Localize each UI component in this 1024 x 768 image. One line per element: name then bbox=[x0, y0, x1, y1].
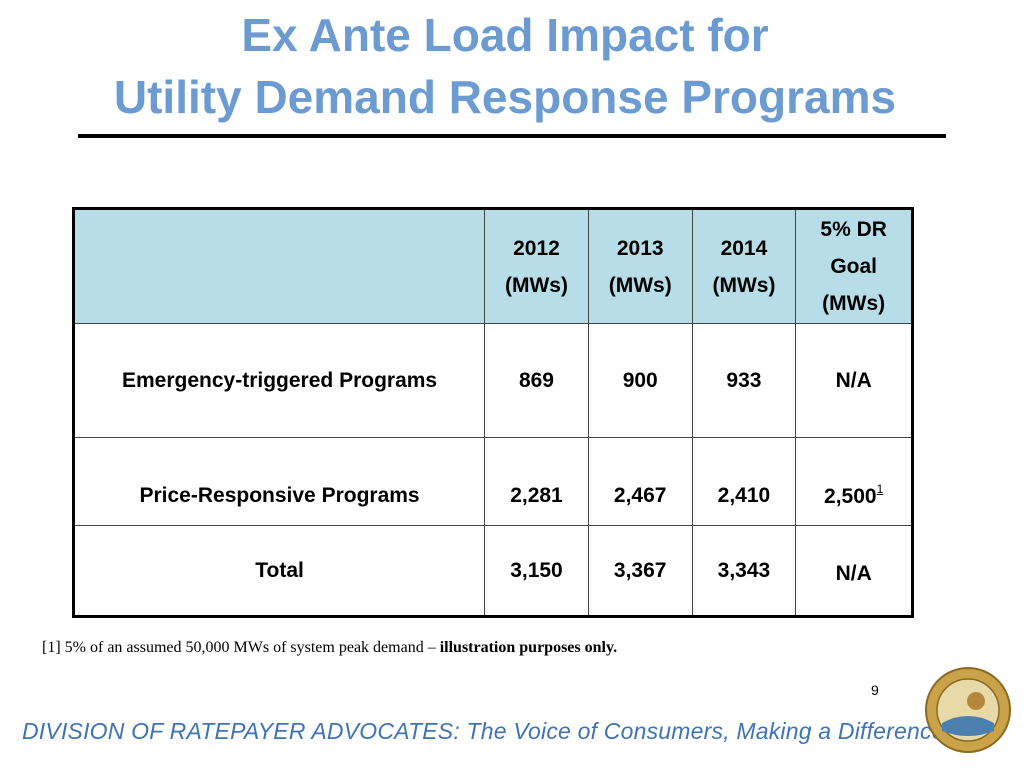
header-cell: 5% DR Goal (MWs) bbox=[795, 208, 913, 324]
header-text: (MWs) bbox=[608, 273, 672, 297]
table-cell: N/A bbox=[795, 323, 913, 438]
header-text: 2013 bbox=[616, 236, 664, 260]
cell-value: 3,343 bbox=[717, 558, 771, 582]
header-text: (MWs) bbox=[504, 273, 568, 297]
footer-tagline: DIVISION OF RATEPAYER ADVOCATES: The Voi… bbox=[22, 718, 952, 744]
header-cell: 2014 (MWs) bbox=[691, 208, 797, 324]
table-row: Emergency-triggered Programs 869 900 933 N/A bbox=[72, 323, 913, 438]
title-line: Utility Demand Response Programs bbox=[113, 71, 897, 123]
seal-logo bbox=[925, 667, 1011, 753]
row-label: Total bbox=[72, 525, 486, 617]
cell-value: 2,410 bbox=[717, 483, 771, 507]
cell-value: 2,467 bbox=[613, 483, 667, 507]
header-row: 2012 (MWs) 2013 (MWs) 2014 (MWs) 5% DR Goal (MWs… bbox=[72, 208, 913, 324]
page-number: 9 bbox=[871, 682, 879, 698]
table-cell: 2,281 bbox=[484, 437, 589, 526]
table-cell: 2,5001 bbox=[795, 437, 913, 526]
header-text: (MWs) bbox=[822, 292, 886, 315]
table-cell: 3,343 bbox=[691, 525, 797, 617]
cell-value: N/A bbox=[835, 562, 872, 585]
table-row: Price-Responsive Programs 2,281 2,467 2,410… bbox=[72, 437, 913, 526]
table-cell: 2,410 bbox=[691, 437, 797, 526]
footnote-emphasis: illustration purposes only. bbox=[439, 639, 618, 656]
header-text: 5% DR bbox=[820, 218, 887, 241]
cell-value: 869 bbox=[518, 368, 554, 392]
table-cell: 900 bbox=[587, 323, 693, 438]
table-cell: 2,467 bbox=[587, 437, 693, 526]
cell-value: 900 bbox=[622, 368, 658, 392]
cell-value: 2,281 bbox=[510, 483, 563, 507]
header-text: (MWs) bbox=[712, 273, 776, 297]
table-row: Total 3,150 3,367 3,343 N/A bbox=[72, 525, 913, 617]
header-cell bbox=[72, 208, 486, 324]
cell-value: 933 bbox=[726, 368, 762, 392]
footnote-marker: [1] bbox=[42, 639, 61, 656]
table-cell: 3,150 bbox=[484, 525, 589, 617]
title-rule bbox=[78, 134, 946, 138]
header-cell: 2012 (MWs) bbox=[484, 208, 589, 324]
footnote-text: 5% of an assumed 50,000 MWs of system pe… bbox=[64, 639, 436, 656]
table-cell: N/A bbox=[795, 525, 913, 617]
header-text: 2012 bbox=[513, 236, 560, 260]
data-table: 2012 (MWs) 2013 (MWs) 2014 (MWs) 5% DR Goal (MWs… bbox=[72, 207, 914, 618]
header-cell: 2013 (MWs) bbox=[587, 208, 693, 324]
row-label: Emergency-triggered Programs bbox=[72, 323, 486, 438]
table-cell: 3,367 bbox=[587, 525, 693, 617]
footnote: [1] 5% of an assumed 50,000 MWs of syste… bbox=[42, 639, 617, 657]
footnote-ref: 1 bbox=[876, 482, 884, 496]
table-cell: 933 bbox=[691, 323, 797, 438]
header-text: Goal bbox=[830, 255, 877, 278]
header-text: 2014 bbox=[720, 236, 768, 260]
cell-value: 2,500 bbox=[824, 485, 877, 508]
table-cell: 869 bbox=[484, 323, 589, 438]
row-label: Price-Responsive Programs bbox=[72, 437, 486, 526]
cell-value: 3,367 bbox=[613, 558, 667, 582]
title-line: Ex Ante Load Impact for bbox=[241, 9, 769, 61]
cell-value: 3,150 bbox=[510, 558, 563, 582]
cell-value: N/A bbox=[835, 368, 872, 392]
